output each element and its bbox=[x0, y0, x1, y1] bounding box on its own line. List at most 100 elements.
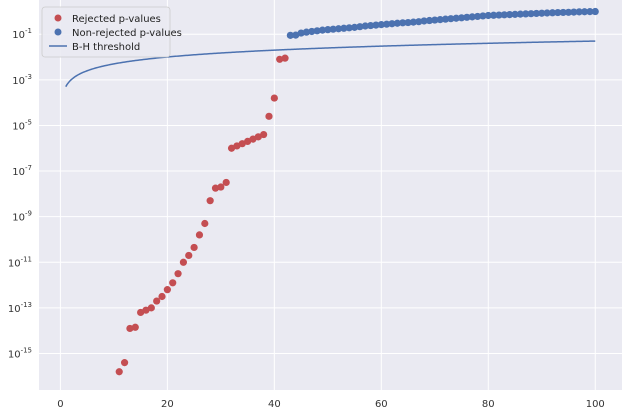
non-rejected-point bbox=[383, 20, 391, 28]
non-rejected-point bbox=[399, 19, 407, 27]
y-tick-label: 10-9 bbox=[12, 210, 32, 224]
non-rejected-point bbox=[538, 9, 546, 17]
rejected-point bbox=[169, 279, 177, 287]
legend-marker-non-rejected bbox=[54, 28, 62, 36]
non-rejected-point bbox=[516, 10, 524, 18]
non-rejected-point bbox=[441, 15, 450, 23]
legend-marker-rejected bbox=[54, 14, 62, 22]
non-rejected-point bbox=[308, 27, 316, 36]
x-tick-label: 60 bbox=[375, 399, 388, 410]
non-rejected-point bbox=[559, 8, 567, 17]
rejected-point bbox=[174, 270, 182, 278]
non-rejected-point bbox=[575, 8, 583, 16]
non-rejected-point bbox=[543, 9, 551, 17]
non-rejected-point bbox=[532, 9, 541, 18]
non-rejected-point bbox=[367, 21, 375, 30]
rejected-point bbox=[179, 258, 188, 266]
non-rejected-point bbox=[495, 11, 503, 19]
non-rejected-point bbox=[420, 17, 428, 25]
y-tick-label: 10-5 bbox=[12, 118, 32, 132]
non-rejected-point bbox=[473, 12, 482, 21]
rejected-point bbox=[120, 359, 129, 367]
non-rejected-point bbox=[425, 16, 434, 25]
x-tick-label: 80 bbox=[482, 399, 495, 410]
x-tick-label: 20 bbox=[161, 399, 174, 410]
non-rejected-point bbox=[506, 11, 514, 19]
non-rejected-point bbox=[580, 8, 589, 16]
threshold-line-layer bbox=[65, 40, 596, 88]
y-tick-label: 10-15 bbox=[8, 347, 32, 361]
y-tick-label: 10-11 bbox=[8, 255, 32, 269]
non-rejected-point bbox=[393, 19, 401, 27]
non-rejected-point bbox=[484, 11, 492, 20]
x-tick-label: 100 bbox=[586, 399, 605, 410]
non-rejected-point bbox=[511, 10, 519, 18]
grid bbox=[39, 0, 622, 390]
rejected-point bbox=[217, 183, 225, 191]
non-rejected-point bbox=[586, 8, 594, 16]
rejected-point bbox=[195, 231, 204, 239]
non-rejected-point bbox=[345, 24, 353, 32]
rejected-point bbox=[222, 178, 230, 187]
legend-label-non-rejected: Non-rejected p-values bbox=[72, 28, 182, 39]
legend-label-threshold: B-H threshold bbox=[72, 42, 140, 53]
non-rejected-point bbox=[447, 15, 455, 23]
non-rejected-point bbox=[334, 25, 343, 33]
y-tick-label: 10-13 bbox=[8, 301, 32, 315]
non-rejected-point bbox=[356, 23, 364, 31]
non-rejected-point bbox=[297, 29, 305, 37]
rejected-point bbox=[163, 286, 171, 294]
y-tick-label: 10-1 bbox=[12, 27, 32, 41]
non-rejected-point bbox=[436, 16, 444, 24]
rejected-point bbox=[153, 297, 161, 305]
non-rejected-point bbox=[522, 10, 530, 18]
non-rejected-point bbox=[313, 27, 321, 35]
non-rejected-point bbox=[564, 8, 573, 16]
non-rejected-point bbox=[527, 10, 535, 18]
non-rejected-point bbox=[554, 8, 562, 17]
non-rejected-point bbox=[318, 26, 327, 34]
rejected-point bbox=[265, 112, 273, 120]
y-tick-labels: 10-15 10-13 10-11 10-9 10-7 10-5 10-3 10-1 bbox=[8, 27, 32, 360]
rejected-point bbox=[115, 368, 123, 376]
plot-background bbox=[39, 0, 622, 390]
non-rejected-point bbox=[452, 14, 460, 22]
non-rejected-point bbox=[415, 18, 423, 26]
rejected-point bbox=[276, 55, 284, 63]
non-rejected-point bbox=[377, 21, 385, 29]
legend-box bbox=[41, 6, 171, 58]
x-tick-labels: 0 20 40 60 80 100 bbox=[57, 399, 605, 410]
rejected-point bbox=[190, 243, 198, 252]
non-rejected-point bbox=[329, 25, 337, 33]
rejected-point bbox=[131, 323, 139, 331]
legend-label-rejected: Rejected p-values bbox=[72, 14, 161, 25]
non-rejected-point bbox=[361, 22, 369, 30]
non-rejected-point bbox=[409, 18, 417, 26]
rejected-point bbox=[126, 324, 134, 333]
rejected-point bbox=[281, 54, 289, 62]
non-rejected-point bbox=[548, 9, 557, 17]
non-rejected-point bbox=[457, 14, 466, 22]
rejected-point bbox=[206, 197, 214, 205]
non-rejected-point bbox=[591, 7, 599, 16]
non-rejected-point bbox=[340, 24, 348, 32]
rejected-point bbox=[201, 219, 209, 228]
non-rejected-point bbox=[479, 12, 487, 20]
non-rejected-point bbox=[431, 16, 439, 24]
x-tick-label: 40 bbox=[268, 399, 281, 410]
non-rejected-point bbox=[490, 11, 498, 19]
x-tick-label: 0 bbox=[57, 399, 63, 410]
non-rejected-point bbox=[404, 18, 412, 27]
non-rejected-point bbox=[388, 20, 396, 28]
rejected-point bbox=[185, 251, 193, 260]
non-rejected-point bbox=[463, 13, 471, 21]
rejected-point bbox=[158, 292, 166, 301]
non-rejected-point bbox=[350, 23, 359, 31]
y-tick-label: 10-7 bbox=[12, 164, 32, 178]
rejected-point bbox=[211, 184, 220, 192]
non-rejected-point bbox=[324, 26, 332, 34]
rejected-point bbox=[147, 304, 155, 312]
bh-threshold-line bbox=[65, 40, 596, 88]
rejected-point bbox=[260, 130, 268, 139]
